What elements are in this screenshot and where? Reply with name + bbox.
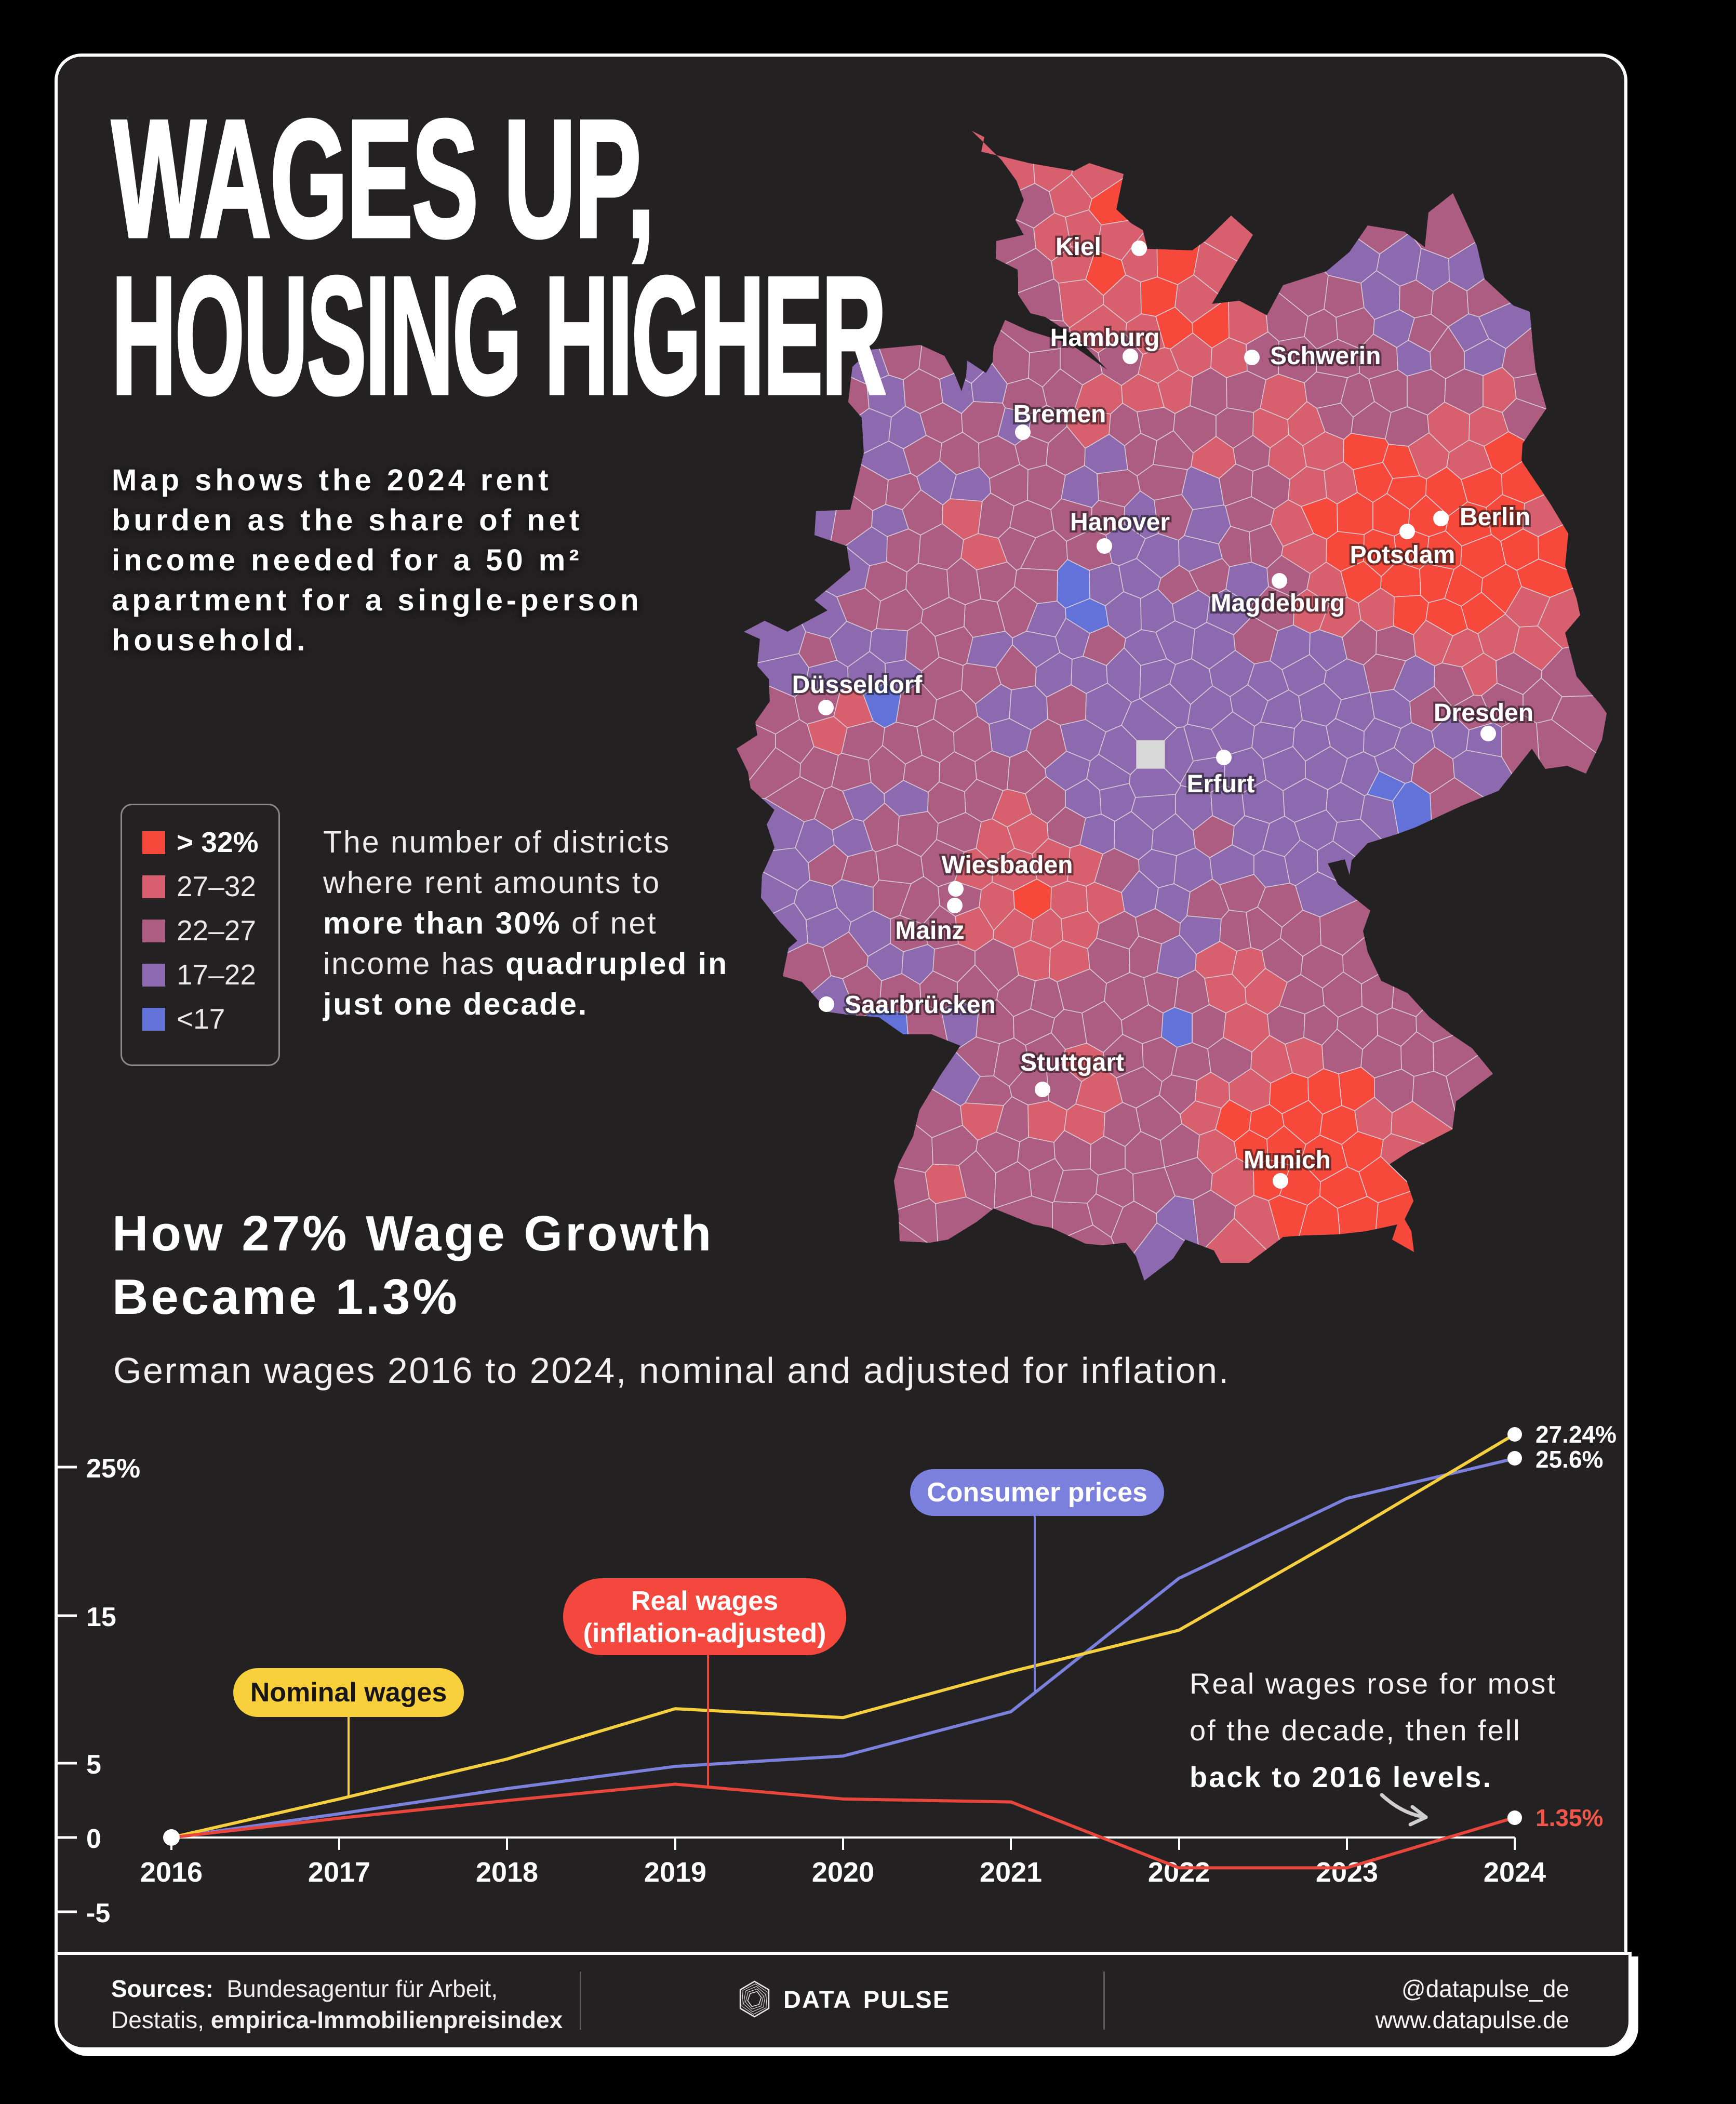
svg-text:Mainz: Mainz (895, 917, 964, 944)
svg-text:5: 5 (86, 1750, 101, 1780)
svg-text:25%: 25% (86, 1454, 140, 1484)
svg-text:Stuttgart: Stuttgart (1020, 1049, 1124, 1076)
svg-text:15: 15 (86, 1602, 116, 1632)
svg-text:Saarbrücken: Saarbrücken (845, 991, 996, 1019)
svg-text:Kiel: Kiel (1056, 233, 1101, 261)
svg-text:1.35%: 1.35% (1535, 1804, 1603, 1831)
svg-text:Hamburg: Hamburg (1050, 324, 1160, 352)
svg-text:Bremen: Bremen (1013, 401, 1106, 428)
svg-text:Erfurt: Erfurt (1187, 770, 1255, 798)
svg-text:Schwerin: Schwerin (1270, 342, 1381, 370)
svg-text:Hanover: Hanover (1070, 509, 1170, 536)
svg-text:27.24%: 27.24% (1535, 1421, 1617, 1448)
svg-text:Magdeburg: Magdeburg (1211, 590, 1345, 617)
svg-text:-5: -5 (86, 1898, 110, 1928)
svg-text:2017: 2017 (308, 1857, 370, 1888)
svg-text:Munich: Munich (1244, 1147, 1331, 1174)
svg-text:Dresden: Dresden (1434, 699, 1533, 727)
svg-text:2024: 2024 (1484, 1857, 1546, 1888)
svg-text:Berlin: Berlin (1460, 503, 1530, 531)
svg-text:Potsdam: Potsdam (1350, 541, 1455, 569)
svg-text:Düsseldorf: Düsseldorf (792, 671, 923, 699)
svg-text:2021: 2021 (980, 1857, 1042, 1888)
svg-text:2022: 2022 (1148, 1857, 1210, 1888)
svg-text:2020: 2020 (812, 1857, 874, 1888)
svg-text:2019: 2019 (644, 1857, 706, 1888)
svg-text:0: 0 (86, 1824, 101, 1854)
svg-text:2018: 2018 (476, 1857, 538, 1888)
svg-text:Wiesbaden: Wiesbaden (942, 851, 1073, 879)
svg-text:2016: 2016 (140, 1857, 203, 1888)
svg-text:25.6%: 25.6% (1535, 1446, 1603, 1473)
